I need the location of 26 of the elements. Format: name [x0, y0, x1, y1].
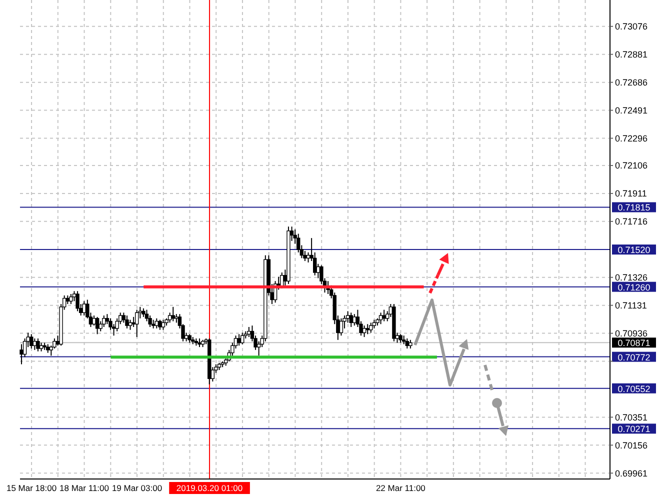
y-tick-label: 0.71911 — [615, 188, 647, 199]
ref-line-label: 0.70871 — [618, 338, 650, 348]
ref-line-label: 0.71260 — [618, 282, 650, 292]
ref-line-label: 0.70772 — [618, 352, 650, 362]
x-tick-label: 2019.03.20 01:00 — [176, 483, 243, 493]
x-tick-label: 22 Mar 11:00 — [376, 483, 426, 493]
x-tick-label: 18 Mar 11:00 — [60, 483, 110, 493]
y-tick-label: 0.71326 — [615, 272, 648, 283]
ref-line-label: 0.70552 — [618, 384, 650, 394]
x-tick-label: 15 Mar 18:00 — [6, 483, 57, 493]
y-tick-label: 0.70936 — [615, 328, 648, 338]
y-tick-label: 0.70156 — [615, 440, 648, 450]
ref-line-label: 0.70271 — [618, 424, 650, 434]
y-tick-label: 0.71131 — [615, 300, 647, 311]
y-tick-label: 0.72296 — [615, 133, 648, 144]
x-tick-label: 19 Mar 03:00 — [112, 483, 162, 493]
y-tick-label: 0.72881 — [615, 50, 648, 60]
y-tick-label: 0.70351 — [615, 412, 648, 422]
y-tick-label: 0.72491 — [615, 105, 648, 116]
y-tick-label: 0.69961 — [615, 468, 648, 478]
y-tick-label: 0.73076 — [615, 22, 648, 32]
ref-line-label: 0.71520 — [618, 245, 650, 256]
y-tick-label: 0.71716 — [615, 216, 648, 227]
ref-line-label: 0.71815 — [618, 202, 650, 213]
y-tick-label: 0.72686 — [615, 78, 648, 88]
y-tick-label: 0.72106 — [615, 160, 648, 171]
